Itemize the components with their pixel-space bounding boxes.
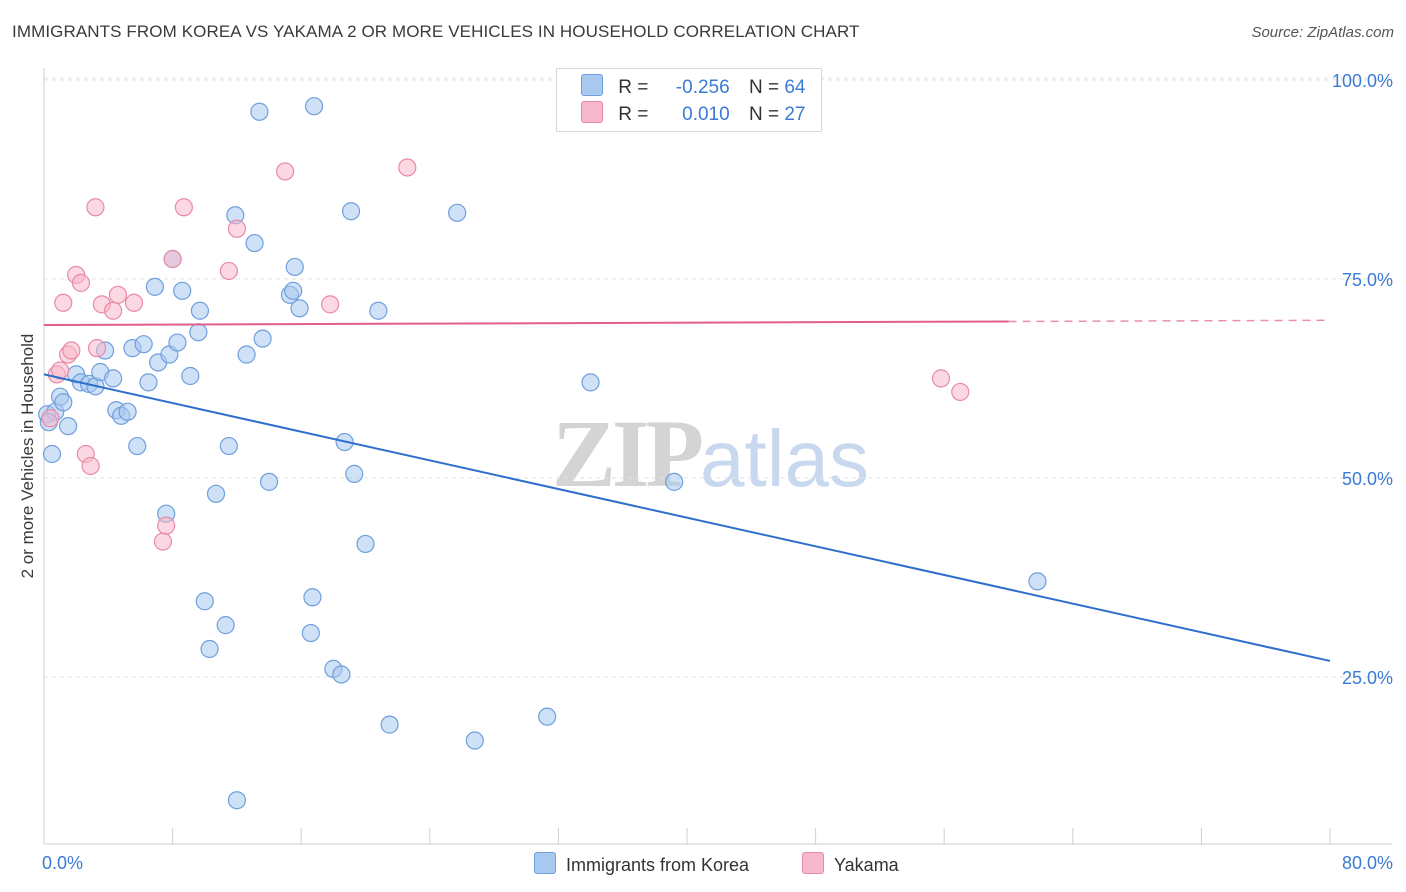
data-point-korea (304, 97, 324, 116)
data-point-korea (189, 323, 208, 342)
y-tick-label: 50.0% (1342, 469, 1393, 489)
bottom-legend-swatch-korea (534, 852, 556, 874)
data-point-korea (369, 301, 388, 320)
y-tick-label: 75.0% (1342, 270, 1393, 290)
data-point-korea (206, 484, 226, 503)
data-point-yakama (81, 456, 100, 476)
trendline-yakama-extension (1008, 319, 1331, 323)
bottom-legend-swatch-yakama (802, 852, 824, 874)
data-point-korea (139, 373, 158, 392)
data-point-yakama (931, 369, 951, 388)
correlation-legend: R = -0.256 N = 64 R = 0.010 N = 27 (556, 68, 822, 132)
data-point-yakama (104, 301, 123, 320)
data-point-korea (134, 335, 153, 354)
data-point-korea (290, 299, 309, 318)
data-point-korea (168, 333, 187, 352)
data-point-yakama (71, 273, 91, 292)
data-point-korea (42, 444, 62, 464)
data-point-yakama (951, 382, 970, 402)
x-tick-label-max: 80.0% (1342, 853, 1393, 873)
data-point-korea (284, 281, 303, 300)
data-point-yakama (41, 409, 60, 428)
legend-row-korea: R = -0.256 N = 64 (581, 74, 805, 100)
data-point-yakama (227, 219, 246, 238)
y-axis-title: 2 or more Vehicles in Household (18, 333, 37, 579)
data-point-korea (665, 472, 684, 491)
data-point-yakama (398, 158, 417, 177)
data-point-korea (538, 707, 557, 726)
data-point-yakama (108, 285, 128, 304)
data-point-korea (380, 715, 399, 734)
data-point-korea (253, 329, 272, 348)
data-point-korea (581, 373, 600, 392)
data-point-korea (118, 402, 137, 421)
trendline-korea (43, 373, 1331, 662)
data-point-korea (181, 366, 200, 386)
data-point-korea (104, 369, 123, 388)
data-point-korea (227, 791, 246, 810)
data-point-korea (465, 731, 484, 750)
data-point-korea (250, 102, 269, 121)
data-point-yakama (163, 249, 182, 269)
data-point-korea (237, 345, 256, 364)
data-point-korea (190, 301, 210, 320)
data-point-korea (173, 281, 192, 300)
bottom-legend-label-yakama: Yakama (834, 855, 899, 875)
data-point-korea (200, 639, 219, 659)
data-point-korea (145, 277, 165, 296)
data-point-korea (345, 464, 364, 483)
data-point-korea (219, 436, 238, 456)
legend-n-value: 27 (784, 104, 806, 125)
data-point-korea (356, 534, 375, 554)
legend-r-label: R = (618, 104, 649, 125)
data-point-korea (1028, 572, 1047, 591)
bottom-legend-korea: Immigrants from Korea (534, 852, 749, 876)
data-point-korea (195, 592, 214, 611)
legend-row-yakama: R = 0.010 N = 27 (581, 101, 805, 127)
legend-r-value: 0.010 (682, 104, 730, 125)
legend-swatch-yakama (581, 101, 603, 123)
data-point-korea (301, 623, 320, 643)
y-tick-label: 25.0% (1342, 668, 1393, 688)
data-point-yakama (86, 198, 105, 217)
bottom-legend-yakama: Yakama (802, 852, 899, 876)
data-point-korea (341, 202, 361, 221)
data-point-yakama (276, 162, 295, 181)
legend-n-value: 64 (784, 77, 806, 98)
data-point-yakama (174, 198, 193, 217)
legend-n-label: N = (748, 104, 780, 125)
data-point-korea (259, 472, 279, 491)
trendline-yakama (43, 320, 1009, 327)
data-point-yakama (54, 293, 73, 312)
data-point-korea (285, 257, 304, 277)
source-label: Source: ZipAtlas.com (1251, 24, 1394, 41)
legend-swatch-korea (581, 74, 603, 96)
data-point-yakama (124, 293, 144, 312)
data-point-yakama (62, 341, 81, 360)
data-point-korea (216, 616, 235, 635)
data-point-yakama (219, 261, 238, 281)
data-point-korea (332, 665, 351, 684)
data-point-korea (303, 588, 322, 607)
data-point-yakama (321, 295, 340, 314)
x-tick-label-min: 0.0% (42, 853, 83, 873)
data-point-yakama (87, 339, 107, 358)
legend-r-value: -0.256 (675, 77, 730, 98)
data-point-korea (245, 233, 264, 253)
chart-title: IMMIGRANTS FROM KOREA VS YAKAMA 2 OR MOR… (12, 22, 860, 41)
data-point-yakama (157, 516, 176, 535)
data-point-korea (54, 393, 73, 412)
watermark-atlas: atlas (700, 414, 870, 503)
data-point-yakama (153, 532, 173, 551)
legend-r-label: R = (618, 77, 649, 98)
data-point-korea (128, 436, 147, 456)
legend-n-label: N = (748, 77, 780, 98)
data-point-korea (59, 417, 78, 436)
data-point-korea (448, 203, 467, 222)
y-tick-label: 100.0% (1332, 71, 1393, 91)
bottom-legend-label-korea: Immigrants from Korea (566, 855, 750, 875)
